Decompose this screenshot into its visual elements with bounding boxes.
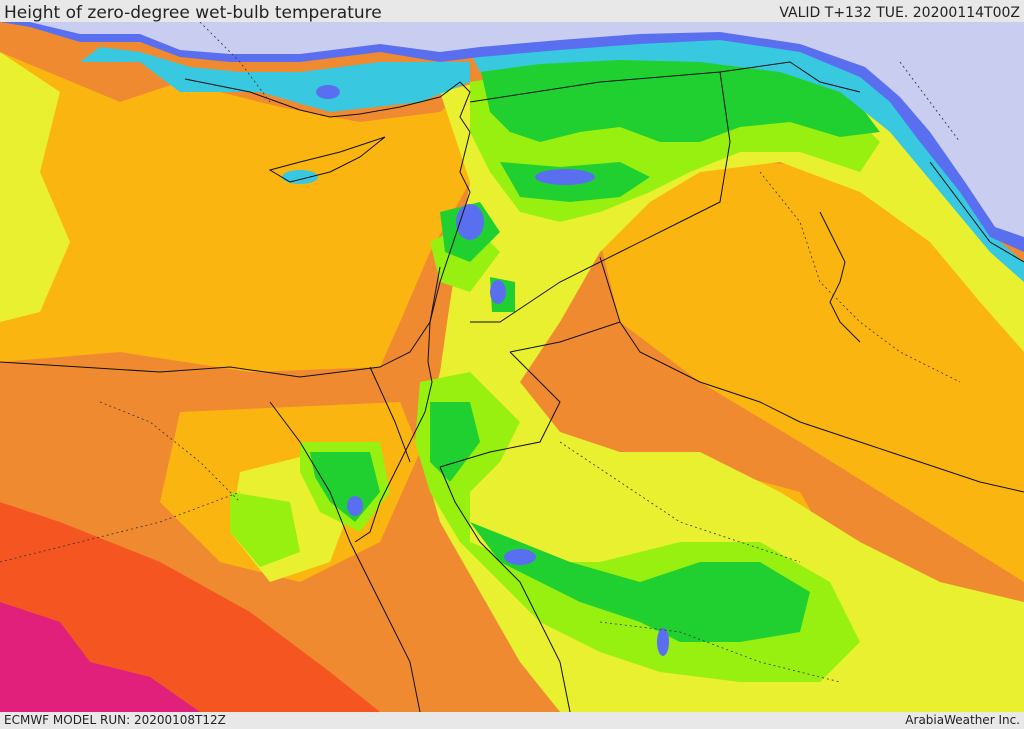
cold-sea — [0, 22, 1024, 252]
map-title: Height of zero-degree wet-bulb temperatu… — [4, 3, 382, 23]
map-footer: ECMWF MODEL RUN: 20200108T12Z ArabiaWeat… — [0, 712, 1024, 729]
map-canvas — [0, 22, 1024, 712]
borders — [0, 61, 1024, 712]
red-orange-zone — [0, 502, 380, 712]
province-lines — [0, 22, 961, 683]
magenta-zone — [0, 602, 200, 712]
valid-time-label: VALID T+132 TUE. 20200114T00Z — [779, 5, 1020, 21]
model-run-label: ECMWF MODEL RUN: 20200108T12Z — [4, 713, 226, 727]
weather-map — [0, 22, 1024, 712]
map-header: Height of zero-degree wet-bulb temperatu… — [0, 0, 1024, 23]
credit-label: ArabiaWeather Inc. — [905, 713, 1020, 727]
